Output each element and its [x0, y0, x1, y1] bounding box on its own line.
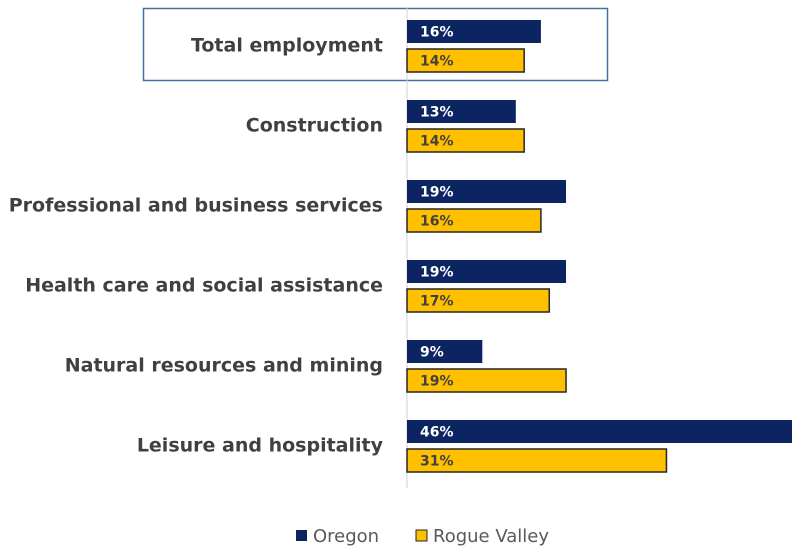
- category-label: Leisure and hospitality: [137, 435, 384, 457]
- legend-label: Rogue Valley: [433, 526, 549, 547]
- value-label: 16%: [420, 25, 454, 41]
- category-label: Construction: [246, 115, 383, 137]
- value-label: 46%: [420, 425, 454, 441]
- bar: [406, 48, 525, 73]
- bar: [406, 368, 567, 393]
- bar: [406, 128, 525, 153]
- legend-swatch: [296, 530, 307, 541]
- bar: [407, 180, 567, 203]
- legend-swatch: [415, 529, 428, 542]
- value-label: 9%: [420, 345, 444, 361]
- category-label: Natural resources and mining: [65, 355, 383, 377]
- category-label: Health care and social assistance: [25, 275, 383, 297]
- value-label: 17%: [420, 294, 454, 310]
- bar: [407, 260, 567, 283]
- value-label: 19%: [420, 185, 454, 201]
- category-label: Total employment: [191, 35, 383, 57]
- legend-label: Oregon: [313, 526, 379, 547]
- value-label: 31%: [420, 454, 454, 470]
- highlight-box: [142, 7, 609, 82]
- bar: [407, 420, 792, 443]
- category-label: Professional and business services: [9, 195, 383, 217]
- bar: [406, 208, 542, 233]
- value-label: 13%: [420, 105, 454, 121]
- bar: [406, 288, 551, 313]
- value-label: 19%: [420, 265, 454, 281]
- bar: [406, 448, 668, 473]
- bar: [407, 100, 516, 123]
- value-label: 19%: [420, 374, 454, 390]
- value-label: 16%: [420, 214, 454, 230]
- bar: [407, 20, 541, 43]
- bar: [407, 340, 483, 363]
- value-label: 14%: [420, 54, 454, 70]
- value-label: 14%: [420, 134, 454, 150]
